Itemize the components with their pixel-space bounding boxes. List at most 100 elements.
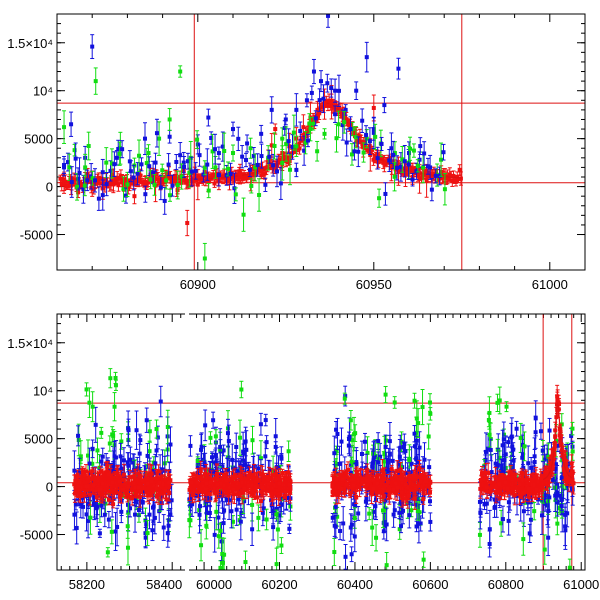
top-red-point: [250, 166, 255, 171]
top-ytick-label: 5000: [24, 132, 53, 147]
bottom-green-point: [119, 439, 124, 444]
top-red-point: [440, 175, 445, 180]
top-blue-point: [298, 129, 303, 134]
top-red-point: [415, 173, 420, 178]
bottom-red-point: [110, 480, 115, 485]
bottom-green-point: [158, 499, 163, 504]
bottom-blue-point: [261, 506, 266, 511]
bottom-blue-point: [150, 469, 155, 474]
bottom-blue-point: [147, 512, 152, 517]
top-blue-point: [344, 140, 349, 145]
bottom-blue-point: [207, 510, 212, 515]
bottom-blue-point: [119, 509, 124, 514]
top-blue-point: [216, 151, 221, 156]
top-blue-point: [441, 150, 446, 155]
bottom-red-point: [105, 483, 110, 488]
bottom-red-point: [143, 479, 148, 484]
top-green-point: [121, 187, 126, 192]
top-green-point: [315, 149, 320, 154]
top-blue-point: [410, 177, 415, 182]
bottom-blue-point: [158, 399, 163, 404]
top-red-point: [168, 175, 173, 180]
bottom-green-point: [204, 523, 209, 528]
top-ytick-label: 1.5×10⁴: [7, 36, 53, 51]
bottom-blue-point: [199, 447, 204, 452]
bottom-blue-point: [87, 461, 92, 466]
bottom-blue-point: [150, 528, 155, 533]
top-red-point: [449, 174, 454, 179]
top-red-point: [322, 102, 327, 107]
bottom-red-point: [73, 479, 78, 484]
top-green-point: [353, 135, 358, 140]
bottom-blue-point: [229, 509, 234, 514]
top-red-point: [248, 175, 253, 180]
bottom-green-point: [99, 430, 104, 435]
top-blue-point: [305, 138, 310, 143]
bottom-red-point: [96, 485, 101, 490]
top-green-point: [280, 160, 285, 165]
bottom-green-point: [208, 435, 213, 440]
bottom-green-point: [109, 529, 114, 534]
bottom-blue-point: [165, 531, 170, 536]
top-green-point: [152, 182, 157, 187]
top-blue-point: [77, 171, 82, 176]
top-blue-point: [282, 125, 287, 130]
bottom-green-point: [250, 438, 255, 443]
top-red-point: [269, 143, 274, 148]
top-red-point: [104, 177, 109, 182]
top-green-point: [202, 256, 207, 261]
top-blue-point: [123, 193, 128, 198]
top-blue-point: [414, 169, 419, 174]
top-blue-point: [245, 141, 250, 146]
top-blue-point: [193, 168, 198, 173]
bottom-red-point: [93, 475, 98, 480]
top-blue-point: [131, 175, 136, 180]
top-blue-point: [81, 187, 86, 192]
bottom-green-point: [90, 461, 95, 466]
top-red-point: [317, 111, 322, 116]
bottom-red-point: [117, 491, 122, 496]
top-red-point: [99, 176, 104, 181]
bottom-blue-point: [102, 512, 107, 517]
top-blue-point: [304, 98, 309, 103]
bottom-blue-point: [158, 471, 163, 476]
top-blue-point: [329, 86, 334, 91]
bottom-green-point: [125, 545, 130, 550]
bottom-red-point: [148, 487, 153, 492]
top-green-point: [187, 170, 192, 175]
bottom-blue-point: [257, 480, 262, 485]
top-green-point: [415, 163, 420, 168]
top-blue-point: [189, 169, 194, 174]
top-red-point: [316, 113, 321, 118]
bottom-blue-point: [74, 525, 79, 530]
bottom-green-point: [147, 429, 152, 434]
top-blue-point: [259, 154, 264, 159]
bottom-red-point: [114, 480, 119, 485]
bottom-blue-point: [188, 443, 193, 448]
top-green-point: [373, 134, 378, 139]
bottom-red-point: [157, 480, 162, 485]
top-green-point: [157, 136, 162, 141]
top-blue-point: [85, 178, 90, 183]
bottom-blue-point: [263, 454, 268, 459]
bottom-blue-point: [72, 512, 77, 517]
bottom-red-point: [163, 477, 168, 482]
top-blue-point: [247, 167, 252, 172]
top-blue-point: [426, 164, 431, 169]
top-red-point: [67, 180, 72, 185]
top-blue-point: [197, 153, 202, 158]
top-red-point: [417, 176, 422, 181]
top-green-point: [178, 69, 183, 74]
top-red-point: [357, 134, 362, 139]
top-red-point: [113, 179, 118, 184]
bottom-red-point: [108, 473, 113, 478]
bottom-red-point: [94, 495, 99, 500]
top-red-point: [216, 178, 221, 183]
top-frame: [56, 13, 586, 271]
bottom-blue-point: [155, 435, 160, 440]
top-red-point: [238, 172, 243, 177]
bottom-blue-point: [134, 499, 139, 504]
bottom-green-point: [95, 448, 100, 453]
bottom-blue-point: [274, 506, 279, 511]
bottom-red-point: [154, 476, 159, 481]
